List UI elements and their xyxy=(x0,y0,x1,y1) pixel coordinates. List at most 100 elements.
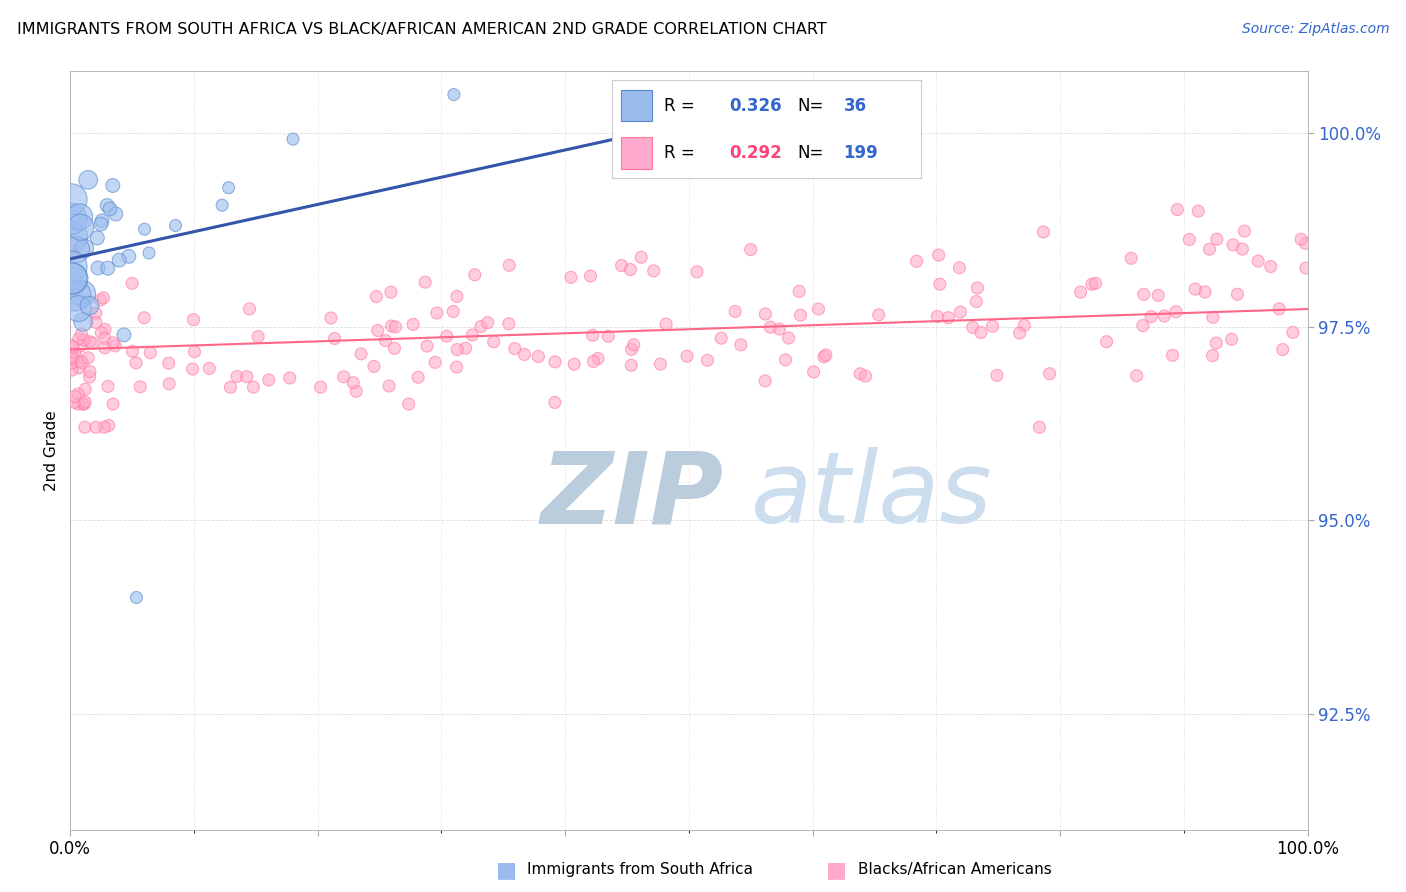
Point xyxy=(1070,285,1092,300)
Point xyxy=(1220,332,1243,346)
Point xyxy=(477,316,499,330)
Point xyxy=(374,334,396,348)
Point xyxy=(72,356,94,370)
Point xyxy=(350,347,373,361)
Point xyxy=(778,331,800,345)
Point xyxy=(378,379,401,393)
Point xyxy=(981,319,1004,334)
Text: 0.326: 0.326 xyxy=(730,97,782,115)
Point xyxy=(970,326,993,340)
Point xyxy=(630,250,652,264)
Point xyxy=(73,333,96,347)
Point xyxy=(60,211,83,226)
Point xyxy=(398,397,420,411)
Point xyxy=(67,301,90,316)
Text: R =: R = xyxy=(664,97,700,115)
Point xyxy=(384,319,406,334)
Point xyxy=(181,362,204,376)
Point xyxy=(73,397,96,411)
Point xyxy=(332,369,354,384)
Point xyxy=(219,380,242,394)
Point xyxy=(62,340,84,354)
Point xyxy=(79,299,101,313)
Point xyxy=(86,231,108,245)
Point xyxy=(582,354,605,368)
Point xyxy=(121,344,143,359)
Point xyxy=(183,312,205,326)
Point xyxy=(84,315,107,329)
Point xyxy=(586,351,609,366)
Point xyxy=(740,243,762,257)
Point xyxy=(454,341,477,355)
Point xyxy=(1184,282,1206,296)
Point xyxy=(598,329,620,343)
Point xyxy=(60,271,83,285)
Point xyxy=(498,317,520,331)
Point xyxy=(544,395,567,409)
Point xyxy=(1233,224,1256,238)
Point xyxy=(724,304,747,318)
Point xyxy=(470,319,492,334)
Point xyxy=(62,350,84,364)
Point xyxy=(84,306,107,320)
Point xyxy=(366,289,388,303)
Point xyxy=(1295,261,1317,276)
Point xyxy=(807,301,830,316)
Point xyxy=(94,322,117,336)
Point xyxy=(93,420,115,434)
Point xyxy=(1028,420,1050,434)
Point xyxy=(319,310,342,325)
Point xyxy=(82,336,104,351)
Point xyxy=(69,220,91,235)
Text: ■: ■ xyxy=(827,860,846,880)
Point xyxy=(582,328,605,343)
Point xyxy=(905,254,928,268)
Point xyxy=(928,277,950,292)
Point xyxy=(759,320,782,334)
Point xyxy=(218,180,240,194)
Point xyxy=(65,243,87,257)
Point xyxy=(768,322,790,336)
Point xyxy=(77,173,100,187)
Point xyxy=(1147,288,1170,302)
Point xyxy=(104,339,127,353)
Point xyxy=(91,214,114,228)
Point xyxy=(1205,232,1227,246)
Point xyxy=(363,359,385,374)
Point xyxy=(87,260,110,275)
Point xyxy=(610,259,633,273)
Point xyxy=(63,353,86,368)
Point xyxy=(1032,225,1054,239)
Point xyxy=(60,260,83,274)
Point xyxy=(73,241,96,255)
Point xyxy=(1268,301,1291,316)
Point xyxy=(965,294,987,309)
Point xyxy=(67,387,90,401)
Point xyxy=(112,327,135,342)
Point xyxy=(948,260,970,275)
Point xyxy=(1121,252,1143,266)
Point xyxy=(342,376,364,390)
Point xyxy=(73,395,96,409)
Point xyxy=(235,369,257,384)
Point xyxy=(183,344,205,359)
Point xyxy=(1226,287,1249,301)
Point xyxy=(101,178,124,193)
Point xyxy=(60,356,83,370)
Point xyxy=(464,268,486,282)
Point xyxy=(579,268,602,283)
Point xyxy=(754,307,776,321)
Text: 36: 36 xyxy=(844,97,866,115)
Point xyxy=(813,350,835,364)
Point xyxy=(962,320,984,334)
Point xyxy=(1014,318,1036,333)
Point xyxy=(157,376,180,391)
Text: IMMIGRANTS FROM SOUTH AFRICA VS BLACK/AFRICAN AMERICAN 2ND GRADE CORRELATION CHA: IMMIGRANTS FROM SOUTH AFRICA VS BLACK/AF… xyxy=(17,22,827,37)
Text: Source: ZipAtlas.com: Source: ZipAtlas.com xyxy=(1241,22,1389,37)
Point xyxy=(118,249,141,263)
Point xyxy=(84,420,107,434)
Point xyxy=(60,363,83,377)
Point xyxy=(678,87,700,102)
Y-axis label: 2nd Grade: 2nd Grade xyxy=(44,410,59,491)
Point xyxy=(650,357,672,371)
